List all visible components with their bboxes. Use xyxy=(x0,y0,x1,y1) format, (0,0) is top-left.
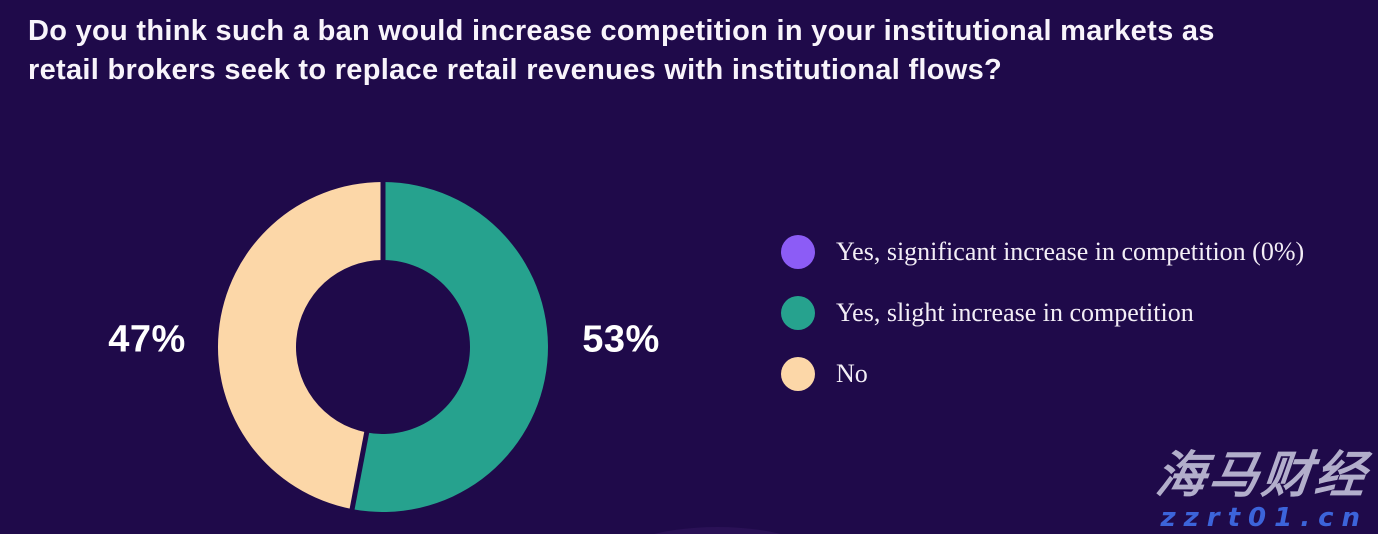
legend-dot-no xyxy=(781,357,815,391)
data-label-no: 47% xyxy=(108,318,186,361)
donut-slice xyxy=(352,182,548,512)
donut-chart-svg xyxy=(217,180,548,512)
chart-title-line2: retail brokers seek to replace retail re… xyxy=(28,54,1003,86)
watermark-brand: 海马财经 xyxy=(1152,446,1372,505)
legend-label-significant-increase: Yes, significant increase in competition… xyxy=(836,237,1305,266)
chart-title: Do you think such a ban would increase c… xyxy=(28,12,1215,90)
chart-title-line1: Do you think such a ban would increase c… xyxy=(28,15,1215,47)
watermark-site: zzrt01.cn xyxy=(1160,502,1368,533)
legend-item-significant-increase: Yes, significant increase in competition… xyxy=(781,235,1304,269)
legend-label-no: No xyxy=(836,359,868,388)
donut-slice xyxy=(217,182,383,510)
bottom-decorative-ellipse xyxy=(610,527,825,534)
legend-dot-slight-increase xyxy=(781,296,815,330)
chart-legend: Yes, significant increase in competition… xyxy=(781,235,1304,391)
watermark: 海马财经 zzrt01.cn xyxy=(1152,446,1372,533)
legend-item-slight-increase: Yes, slight increase in competition xyxy=(781,296,1304,330)
donut-chart xyxy=(215,179,551,515)
legend-dot-significant-increase xyxy=(781,235,815,269)
slice-gap-divider xyxy=(349,430,370,512)
legend-label-slight-increase: Yes, slight increase in competition xyxy=(836,298,1194,327)
data-label-slight-increase: 53% xyxy=(582,318,660,361)
legend-item-no: No xyxy=(781,357,1304,391)
